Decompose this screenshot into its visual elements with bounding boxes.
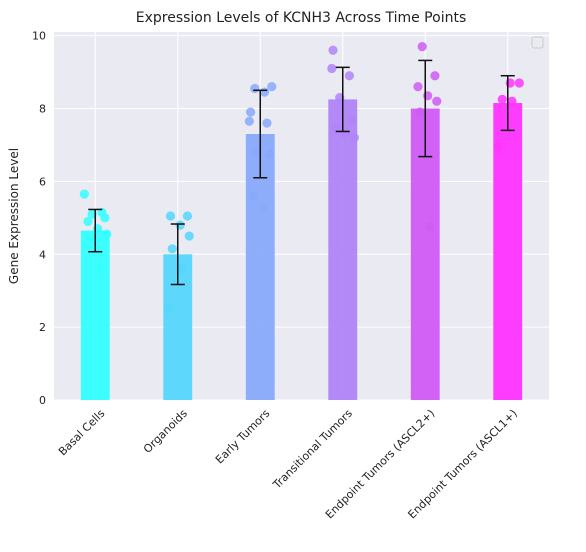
data-point [423, 91, 433, 101]
data-point [244, 116, 254, 126]
data-point [83, 216, 93, 227]
y-tick-label: 2 [39, 321, 46, 334]
data-point [245, 107, 256, 117]
data-point [330, 122, 341, 132]
data-point [415, 107, 425, 117]
data-point [430, 71, 440, 81]
data-point [85, 233, 95, 243]
y-tick-labels: 0 2 4 6 8 10 [32, 30, 46, 407]
data-point [347, 114, 358, 125]
data-point [184, 231, 194, 241]
data-point [424, 222, 435, 232]
data-point [505, 78, 515, 88]
data-point [258, 204, 268, 214]
data-point [94, 264, 105, 274]
data-point [267, 82, 277, 92]
y-tick-label: 0 [39, 394, 46, 407]
data-point [497, 94, 507, 105]
data-point [514, 78, 524, 88]
y-tick-label: 8 [39, 103, 46, 116]
data-point [327, 63, 337, 74]
data-point [102, 229, 112, 239]
data-point [344, 71, 355, 81]
y-axis-label: Gene Expression Level [7, 148, 21, 284]
bar [328, 99, 358, 400]
data-point [432, 96, 442, 106]
bar [80, 230, 110, 400]
bar [493, 103, 523, 401]
data-point [177, 264, 187, 274]
data-point [100, 213, 110, 223]
data-point [167, 244, 177, 254]
data-point [328, 45, 338, 55]
data-point [262, 118, 272, 128]
x-tick-labels: Basal Cells Organoids Early TumorsTransiti… [56, 407, 520, 522]
data-point [93, 224, 103, 234]
data-point [417, 41, 427, 52]
data-point [163, 304, 173, 314]
data-point [493, 142, 503, 152]
data-point [507, 96, 517, 106]
x-tick-label: Early Tumors [213, 407, 273, 467]
x-tick-label: Transitional Tumors [270, 407, 355, 492]
data-point [259, 87, 270, 97]
data-point [79, 189, 89, 199]
y-tick-label: 4 [39, 248, 46, 261]
chart-title: Expression Levels of KCNH3 Across Time P… [136, 10, 466, 26]
data-point [349, 133, 359, 143]
data-point [248, 191, 258, 201]
y-tick-label: 10 [32, 30, 46, 43]
data-point [165, 211, 176, 221]
bars [80, 99, 523, 401]
x-tick-label: Basal Cells [56, 407, 108, 459]
legend-box [531, 36, 544, 49]
data-point [250, 83, 260, 94]
data-point [182, 211, 193, 221]
x-tick-label: Organoids [141, 407, 190, 456]
error-bars [88, 59, 515, 286]
y-tick-label: 6 [39, 175, 46, 188]
data-point [265, 149, 275, 159]
data-point [175, 220, 185, 230]
plot-background [54, 32, 549, 400]
data-point [413, 82, 423, 92]
